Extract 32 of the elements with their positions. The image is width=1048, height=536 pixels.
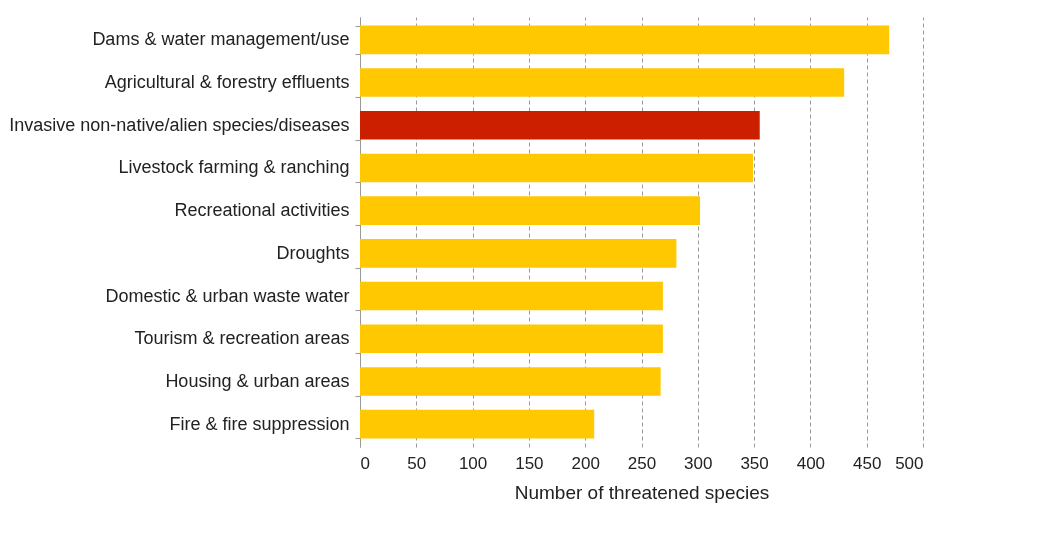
y-tick-label: Agricultural & forestry effluents [104, 72, 350, 93]
x-tick-label: 400 [796, 453, 826, 473]
y-tick-label: Tourism & recreation areas [134, 328, 350, 349]
bar [360, 153, 753, 183]
y-tick-label: Recreational activities [174, 200, 350, 221]
y-tick-label: Invasive non-native/alien species/diseases [9, 114, 350, 135]
bar [360, 110, 760, 140]
y-tick-label: Fire & fire suppression [169, 413, 350, 434]
y-tick-label: Droughts [276, 242, 350, 263]
bar [360, 25, 890, 55]
x-tick-label: 250 [627, 453, 657, 473]
x-tick-label: 100 [458, 453, 488, 473]
y-tick-label: Domestic & urban waste water [105, 285, 350, 306]
bar [360, 68, 845, 97]
bar [360, 239, 677, 268]
bar [360, 409, 595, 439]
x-tick-label: 350 [740, 453, 769, 473]
x-tick-label: 150 [515, 453, 544, 473]
y-tick-label: Livestock farming & ranching [118, 157, 350, 178]
bar [360, 281, 663, 311]
x-tick-label: 0 [360, 453, 370, 473]
x-tick-label: 200 [571, 453, 600, 473]
x-tick-label: 500 [895, 453, 924, 473]
x-tick-label: 300 [684, 453, 713, 473]
x-axis-title: Number of threatened species [514, 481, 770, 503]
y-tick-label: Dams & water management/use [92, 29, 350, 50]
bar [360, 367, 661, 396]
x-tick-label: 50 [407, 453, 427, 473]
x-tick-label: 450 [853, 453, 882, 473]
y-tick-label: Housing & urban areas [165, 370, 350, 391]
bar [360, 324, 663, 354]
bar [360, 196, 701, 225]
